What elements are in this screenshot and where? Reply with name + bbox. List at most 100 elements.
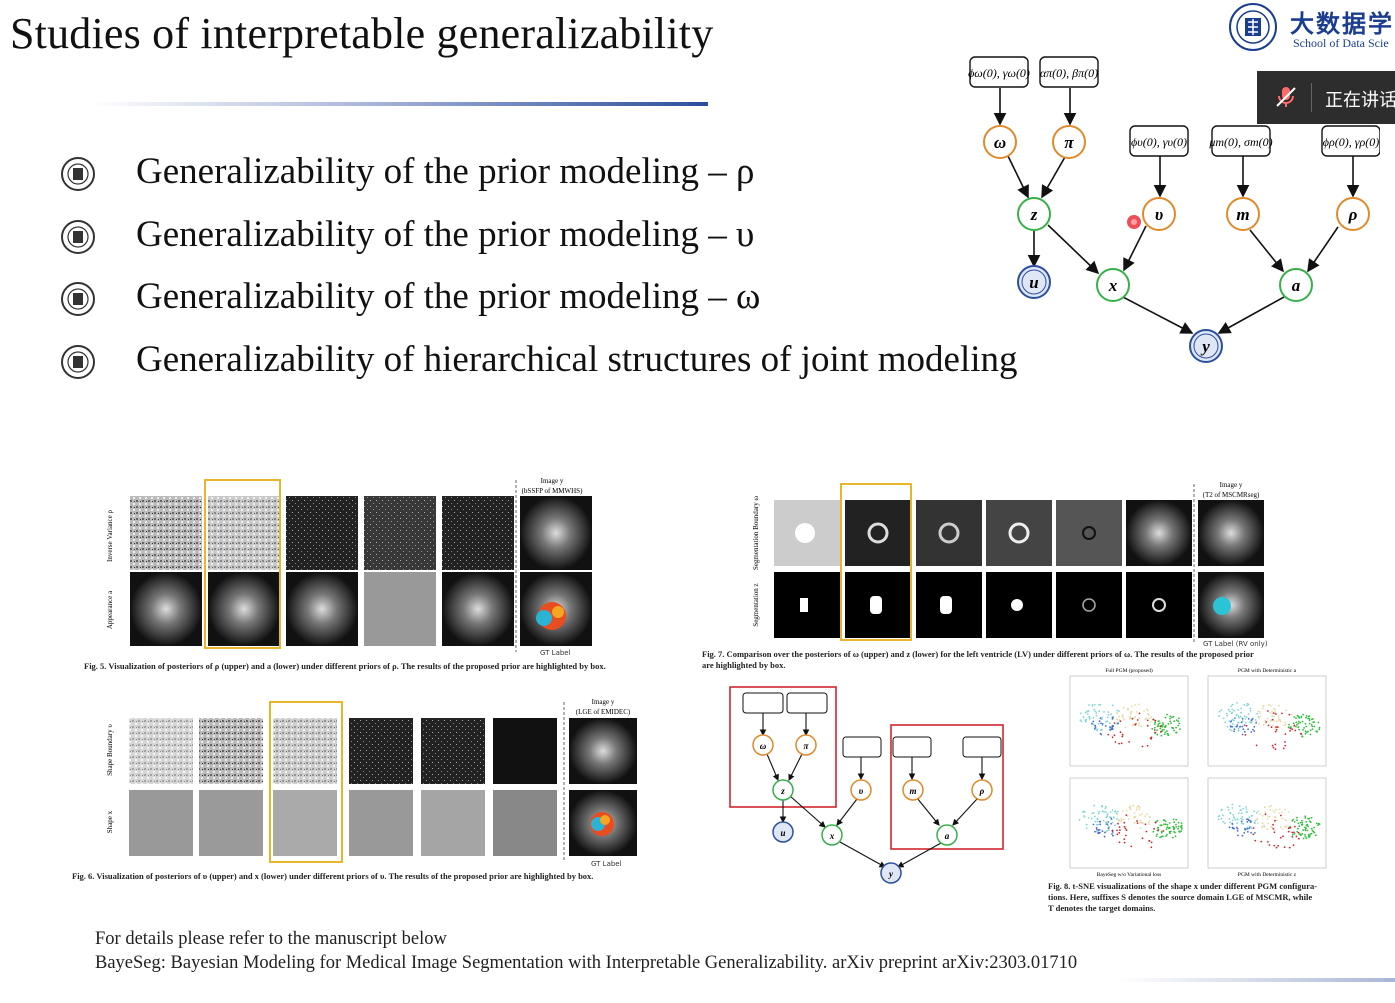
tsne-point xyxy=(1109,729,1112,731)
tsne-point xyxy=(1229,812,1232,815)
tsne-point xyxy=(1169,715,1172,718)
tsne-point xyxy=(1253,810,1256,813)
tsne-point xyxy=(1160,731,1162,733)
tsne-point xyxy=(1168,822,1171,824)
tsne-point xyxy=(1231,822,1234,825)
tsne-point xyxy=(1106,823,1109,826)
tsne-point xyxy=(1119,720,1122,723)
tsne-point xyxy=(1247,713,1250,715)
tsne-point xyxy=(1138,712,1141,715)
tsne-point xyxy=(1172,825,1175,828)
tsne-point xyxy=(1134,704,1136,706)
tsne-point xyxy=(1117,722,1120,725)
tsne-point xyxy=(1274,730,1277,733)
pgm2-node-y: y xyxy=(888,869,894,879)
tsne-point xyxy=(1307,715,1310,718)
tsne-point xyxy=(1264,811,1267,814)
tsne-point xyxy=(1148,840,1151,842)
tsne-point xyxy=(1166,713,1168,716)
tsne-point xyxy=(1259,813,1261,816)
tsne-point xyxy=(1085,718,1087,721)
tsne-point xyxy=(1116,818,1118,820)
tsne-point xyxy=(1106,830,1108,832)
tsne-point xyxy=(1157,829,1160,831)
tsne-point xyxy=(1279,826,1282,828)
tsne-point xyxy=(1135,807,1138,809)
tsne-point xyxy=(1122,818,1125,821)
tsne-point xyxy=(1305,715,1308,717)
tsne-point xyxy=(1282,747,1285,750)
tsne-point xyxy=(1301,823,1304,826)
mic-muted-icon[interactable] xyxy=(1273,84,1299,110)
tsne-point xyxy=(1241,720,1244,723)
tsne-point xyxy=(1274,748,1277,751)
tsne-scatter-points xyxy=(1078,702,1321,849)
tsne-point xyxy=(1118,819,1120,821)
tsne-point xyxy=(1296,819,1298,822)
tsne-point xyxy=(1272,810,1275,812)
tsne-point xyxy=(1240,711,1242,714)
tsne-point xyxy=(1249,709,1252,712)
tsne-point xyxy=(1304,817,1307,819)
tsne-point xyxy=(1230,705,1232,707)
param-box-v: ϕυ(0), γυ(0) xyxy=(1129,125,1189,157)
tsne-point xyxy=(1111,833,1113,835)
tsne-point xyxy=(1293,724,1296,727)
fig8-caption-line3: T denotes the target domains. xyxy=(1048,903,1156,913)
tsne-point xyxy=(1305,716,1307,719)
tsne-point xyxy=(1154,731,1157,734)
tsne-point xyxy=(1151,727,1154,730)
tsne-point xyxy=(1284,826,1287,828)
tsne-point xyxy=(1092,720,1095,723)
fig8-subplot-title-1: Full PGM (proposed) xyxy=(1105,667,1153,674)
tsne-point xyxy=(1244,721,1247,724)
tsne-point xyxy=(1113,722,1116,724)
tsne-point xyxy=(1231,725,1233,728)
tsne-point xyxy=(1296,723,1298,726)
node-a xyxy=(1279,268,1313,302)
tsne-point xyxy=(1246,821,1249,823)
tsne-point xyxy=(1111,829,1114,832)
tsne-point xyxy=(1315,822,1318,825)
tsne-point xyxy=(1174,831,1176,834)
tsne-point xyxy=(1101,724,1104,727)
logo-chinese-text: 大数据学 xyxy=(1290,10,1394,38)
node-u xyxy=(1017,265,1051,299)
tsne-point xyxy=(1251,827,1253,830)
tsne-point xyxy=(1291,819,1294,822)
tsne-point xyxy=(1107,711,1110,713)
tsne-point xyxy=(1311,718,1313,721)
tsne-point xyxy=(1297,715,1300,718)
tsne-point xyxy=(1245,808,1248,810)
speaking-indicator[interactable]: 正在讲话 xyxy=(1257,71,1395,124)
tsne-point xyxy=(1145,830,1148,833)
tsne-point xyxy=(1252,827,1255,829)
fig8-subplot-title-3: BayeSeg w/o Variational loss xyxy=(1097,872,1162,878)
tsne-point xyxy=(1289,727,1292,730)
tsne-point xyxy=(1220,817,1223,820)
tsne-point xyxy=(1099,820,1102,823)
tsne-point xyxy=(1139,827,1142,830)
tsne-point xyxy=(1175,826,1178,828)
tsne-point xyxy=(1281,811,1283,813)
tsne-point xyxy=(1099,823,1102,826)
tsne-point xyxy=(1273,844,1276,847)
tsne-point xyxy=(1108,722,1111,725)
tsne-point xyxy=(1098,810,1100,813)
tsne-point xyxy=(1131,717,1134,720)
tsne-point xyxy=(1246,827,1249,830)
tsne-point xyxy=(1233,728,1236,730)
fig8-subplot-title-2: PGM with Deterministic a xyxy=(1238,668,1297,674)
tsne-point xyxy=(1311,728,1314,730)
tsne-point xyxy=(1315,834,1317,837)
tsne-point xyxy=(1295,725,1297,728)
tsne-point xyxy=(1103,835,1106,838)
tsne-point xyxy=(1313,831,1316,834)
tsne-point xyxy=(1273,708,1275,710)
tsne-point xyxy=(1165,828,1168,830)
tsne-point xyxy=(1138,805,1141,808)
tsne-point xyxy=(1123,825,1126,828)
tsne-point xyxy=(1130,710,1133,713)
footer-details-note: For details please refer to the manuscri… xyxy=(95,929,447,949)
node-rho-label: ρ xyxy=(1348,205,1358,224)
